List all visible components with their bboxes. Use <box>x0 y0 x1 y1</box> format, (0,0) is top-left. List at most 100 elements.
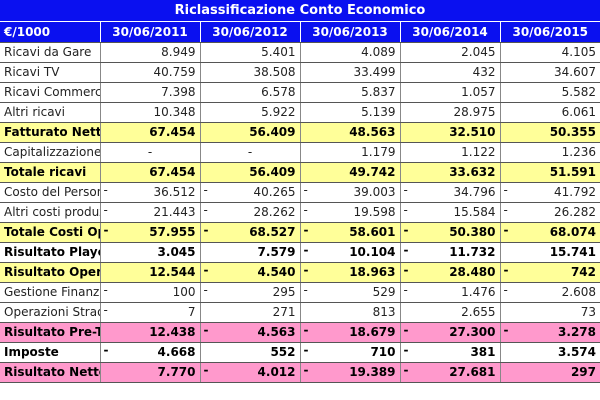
negative-sign: - <box>303 182 308 197</box>
value-cell: - 19.389 <box>299 362 400 383</box>
negative-sign: - <box>203 182 208 197</box>
value-cell: - 34.796 <box>399 182 500 203</box>
row-label: Imposte <box>0 342 100 363</box>
value-cell: 7.770 <box>99 362 200 383</box>
value-cell: - 58.601 <box>299 222 400 243</box>
cell-value: 67.454 <box>149 125 196 139</box>
cell-value: 1.057 <box>461 85 496 99</box>
cell-value: - <box>147 145 153 159</box>
negative-sign: - <box>403 262 409 277</box>
cell-value: 67.454 <box>149 165 196 179</box>
value-cell: -7 <box>99 302 200 323</box>
negative-sign: - <box>103 222 109 237</box>
negative-sign: - <box>303 262 309 277</box>
value-cell: 15.741 <box>499 242 600 263</box>
value-cell: - 27.681 <box>399 362 500 383</box>
row-label: Totale ricavi <box>0 162 100 183</box>
value-cell: - 4.540 <box>199 262 300 283</box>
cell-value: 50.355 <box>549 125 596 139</box>
value-cell: - 2.608 <box>499 282 600 303</box>
negative-sign: - <box>503 282 508 297</box>
value-cell: 4.089 <box>299 42 400 63</box>
table-row: Operazioni Straordinarie Nette-72718132.… <box>0 302 600 323</box>
cell-value: 12.544 <box>149 265 196 279</box>
value-cell: 40.759 <box>99 62 200 83</box>
cell-value: 33.632 <box>449 165 496 179</box>
cell-value: 4.012 <box>257 365 296 379</box>
cell-value: 295 <box>272 285 296 299</box>
cell-value: 28.480 <box>449 265 496 279</box>
row-label: Ricavi Commerciali <box>0 82 100 103</box>
value-cell: 7.579 <box>199 242 300 263</box>
cell-value: 381 <box>470 345 496 359</box>
negative-sign: - <box>203 222 209 237</box>
negative-sign: - <box>103 302 108 317</box>
cell-value: 2.045 <box>461 45 496 59</box>
negative-sign: - <box>503 202 508 217</box>
cell-value: 10.104 <box>349 245 396 259</box>
negative-sign: - <box>203 282 208 297</box>
cell-value: 4.668 <box>157 345 196 359</box>
cell-value: 27.300 <box>449 325 496 339</box>
income-statement-table: Riclassificazione Conto Economico €/1000… <box>0 0 600 383</box>
value-cell: 33.499 <box>299 62 400 83</box>
negative-sign: - <box>103 342 109 357</box>
cell-value: 28.975 <box>453 105 496 119</box>
value-cell: - 26.282 <box>499 202 600 223</box>
cell-value: 34.796 <box>453 185 496 199</box>
value-cell: - 41.792 <box>499 182 600 203</box>
cell-value: 56.409 <box>249 125 296 139</box>
value-cell: - <box>199 142 300 163</box>
value-cell: - 529 <box>299 282 400 303</box>
value-cell: 51.591 <box>499 162 600 183</box>
value-cell: - 1.476 <box>399 282 500 303</box>
cell-value: 56.409 <box>249 165 296 179</box>
value-cell: 67.454 <box>99 122 200 143</box>
negative-sign: - <box>203 322 209 337</box>
cell-value: 28.262 <box>253 205 296 219</box>
cell-value: 39.003 <box>353 185 396 199</box>
cell-value: 2.608 <box>561 285 596 299</box>
column-header: 30/06/2015 <box>499 21 600 43</box>
cell-value: 3.045 <box>157 245 196 259</box>
value-cell: - 18.963 <box>299 262 400 283</box>
value-cell: 271 <box>199 302 300 323</box>
cell-value: 57.955 <box>149 225 196 239</box>
value-cell: 2.655 <box>399 302 500 323</box>
table-row: Gestione Finanziaria Netta-100-295-529-1… <box>0 282 600 303</box>
row-label: Capitalizzazione Costi Vivaio <box>0 142 100 163</box>
cell-value: 297 <box>570 365 596 379</box>
cell-value: 40.265 <box>253 185 296 199</box>
column-header: 30/06/2013 <box>299 21 400 43</box>
value-cell: 12.438 <box>99 322 200 343</box>
cell-value: 1.179 <box>361 145 396 159</box>
cell-value: 6.061 <box>561 105 596 119</box>
cell-value: 18.679 <box>349 325 396 339</box>
table-row: Altri costi produzione-21.443-28.262-19.… <box>0 202 600 223</box>
value-cell: 5.139 <box>299 102 400 123</box>
value-cell: - 40.265 <box>199 182 300 203</box>
row-label: Risultato Netto <box>0 362 100 383</box>
value-cell: 5.582 <box>499 82 600 103</box>
value-cell: 48.563 <box>299 122 400 143</box>
cell-value: 49.742 <box>349 165 396 179</box>
cell-value: 813 <box>372 305 396 319</box>
table-row: Imposte -4.668 552-710-381 3.574 <box>0 342 600 363</box>
cell-value: 2.655 <box>461 305 496 319</box>
negative-sign: - <box>103 202 108 217</box>
row-label: Gestione Finanziaria Netta <box>0 282 100 303</box>
value-cell: 6.578 <box>199 82 300 103</box>
header-row: €/1000 30/06/2011 30/06/2012 30/06/2013 … <box>0 21 600 43</box>
cell-value: 38.508 <box>253 65 296 79</box>
value-cell: - 742 <box>499 262 600 283</box>
table-row: Risultato Netto 7.770-4.012-19.389-27.681… <box>0 362 600 383</box>
cell-value: 432 <box>472 65 496 79</box>
row-label: Totale Costi Operativi <box>0 222 100 243</box>
cell-value: 15.741 <box>549 245 596 259</box>
negative-sign: - <box>403 282 408 297</box>
cell-value: 10.348 <box>153 105 196 119</box>
table-row: Capitalizzazione Costi Vivaio - - 1.179 1.12… <box>0 142 600 163</box>
negative-sign: - <box>503 322 509 337</box>
row-label: Risultato Pre-Tax <box>0 322 100 343</box>
value-cell: 28.975 <box>399 102 500 123</box>
